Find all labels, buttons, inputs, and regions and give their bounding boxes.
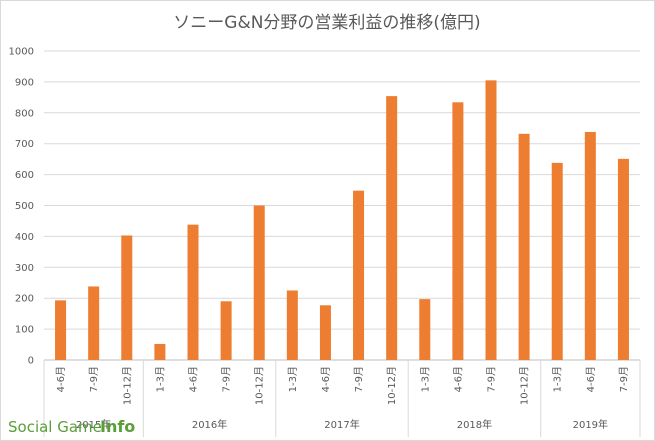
bar: [187, 224, 199, 360]
x-category-label: 10-12月: [121, 366, 133, 405]
y-tick-label: 700: [15, 139, 34, 150]
x-axis-groups: 2015年 2016年 2017年 2018年 2019年: [43, 360, 641, 437]
chart-title: ソニーG&N分野の営業利益の推移(億円): [173, 13, 480, 33]
bar: [253, 205, 265, 360]
bar: [419, 299, 431, 360]
x-category-label: 7-9月: [88, 366, 100, 392]
x-category-label: 10-12月: [254, 366, 266, 405]
bar: [518, 133, 530, 360]
x-group-label: 2019年: [573, 418, 608, 431]
y-tick-label: 1000: [9, 47, 34, 58]
bar: [617, 158, 629, 360]
watermark-part1: Social Game: [8, 418, 102, 436]
x-category-label: 7-9月: [618, 366, 630, 392]
x-category-label: 7-9月: [221, 366, 233, 392]
bar: [121, 235, 133, 360]
x-category-label: 4-6月: [320, 366, 332, 392]
x-group-label: 2016年: [192, 418, 227, 431]
x-category-label: 4-6月: [585, 366, 597, 392]
x-category-label: 1-3月: [552, 366, 564, 392]
bar: [353, 190, 365, 360]
y-tick-label: 400: [15, 232, 34, 243]
bar: [485, 80, 497, 360]
y-tick-label: 300: [15, 263, 34, 274]
x-group-label: 2017年: [324, 418, 359, 431]
watermark-logo: Social Game Info: [8, 417, 135, 436]
x-category-label: 4-6月: [55, 366, 67, 392]
x-category-label: 1-3月: [287, 366, 299, 392]
y-axis-ticks: 0 100 200 300 400 500 600 700 800 900 1000: [9, 47, 34, 367]
y-tick-label: 900: [15, 77, 34, 88]
y-tick-label: 800: [15, 108, 34, 119]
bar: [220, 301, 232, 360]
bar: [286, 290, 298, 360]
gridlines: [44, 50, 640, 361]
bar: [386, 96, 398, 360]
x-category-label: 10-12月: [386, 366, 398, 405]
bar: [154, 343, 166, 360]
y-tick-label: 600: [15, 170, 34, 181]
x-category-label: 4-6月: [452, 366, 464, 392]
bar: [452, 102, 464, 360]
y-tick-label: 0: [28, 356, 34, 367]
x-category-label: 1-3月: [419, 366, 431, 392]
x-axis-categories: 4-6月 7-9月 10-12月 1-3月 4-6月 7-9月 10-12月 1-3月 4-6月…: [55, 366, 630, 405]
x-category-label: 4-6月: [188, 366, 200, 392]
bar: [88, 286, 100, 360]
y-tick-label: 200: [15, 294, 34, 305]
x-group-label: 2018年: [457, 418, 492, 431]
x-group-label: 2015年: [76, 418, 111, 431]
bar: [319, 305, 331, 360]
bar: [584, 131, 596, 360]
bar: [551, 162, 563, 360]
bar: [55, 300, 67, 360]
x-category-label: 1-3月: [154, 366, 166, 392]
x-category-label: 7-9月: [486, 366, 498, 392]
bars: [55, 80, 629, 360]
watermark-part2: Info: [100, 417, 135, 436]
x-category-label: 10-12月: [519, 366, 531, 405]
x-category-label: 7-9月: [353, 366, 365, 392]
y-tick-label: 500: [15, 201, 34, 212]
y-tick-label: 100: [15, 325, 34, 336]
